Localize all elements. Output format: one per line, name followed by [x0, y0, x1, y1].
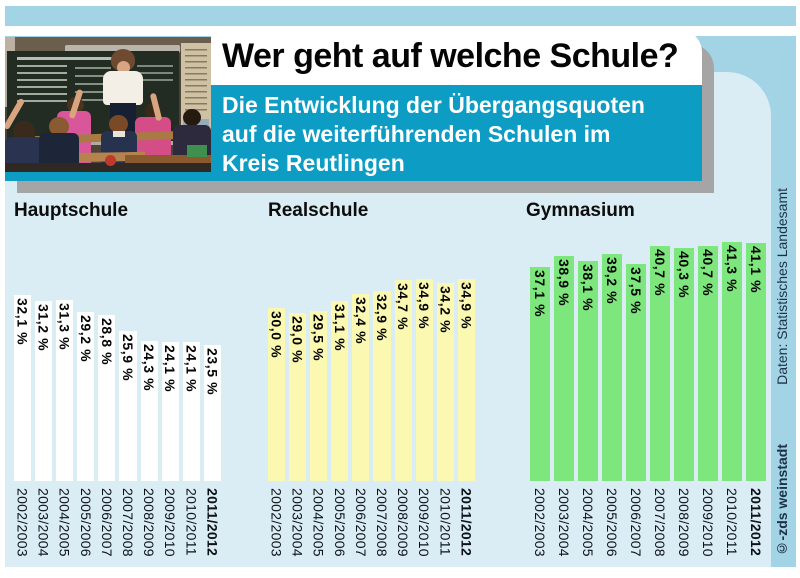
classroom-photo — [5, 37, 211, 172]
photo-floor — [5, 163, 211, 172]
photo-red-object — [105, 155, 116, 166]
photo-chalk-tray — [7, 141, 179, 145]
copyright-credit: ©-zds weinstadt — [774, 444, 790, 557]
photo-pupil — [113, 131, 125, 137]
photo-desk — [125, 155, 211, 164]
photo-pupil — [49, 117, 69, 136]
photo-chalk-writing — [137, 65, 173, 81]
photo-poster-text — [185, 49, 207, 115]
photo-pupil — [109, 115, 128, 133]
photo-teacher — [103, 71, 143, 105]
photo-chalk-writing — [17, 57, 127, 60]
subtitle: Die Entwicklung der Übergangsquoten auf … — [222, 92, 645, 176]
top-band — [5, 6, 796, 26]
photo-teacher — [117, 61, 130, 74]
title-box: Wer geht auf welche Schule? — [211, 30, 702, 85]
photo-green-folder — [187, 145, 207, 157]
photo-pupil — [13, 121, 35, 141]
photo-pupil — [183, 109, 201, 126]
page-title: Wer geht auf welche Schule? — [222, 37, 679, 75]
data-source-credit: Daten: Statistisches Landesamt — [774, 188, 790, 385]
photo-chalk-writing — [17, 65, 67, 107]
